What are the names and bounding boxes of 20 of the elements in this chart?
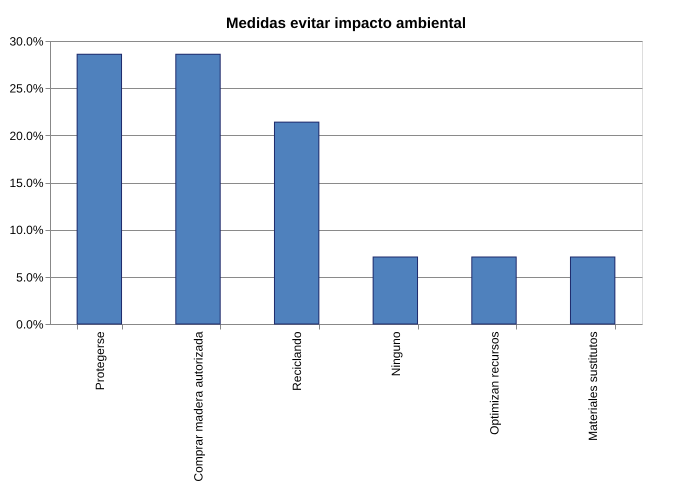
bar [175, 54, 221, 324]
y-tick-label: 10.0% [9, 223, 44, 238]
y-tick-label: 15.0% [9, 176, 44, 190]
bar [471, 256, 517, 324]
y-tick-label: 25.0% [9, 82, 44, 96]
x-tick-label: Protegerse [92, 331, 107, 390]
bar [372, 256, 418, 324]
bar [76, 54, 122, 324]
y-tick-label: 30.0% [9, 34, 44, 48]
y-tick-label: 20.0% [9, 128, 44, 143]
x-tick-label: Reciclando [290, 331, 304, 391]
y-tick-label: 0.0% [16, 318, 44, 332]
bar [274, 122, 320, 324]
x-tick-label: Ninguno [388, 331, 403, 376]
x-tick-label: Comprar madera autorizada [192, 331, 206, 482]
y-tick-label: 5.0% [16, 270, 44, 284]
x-tick-label: Materiales sustitutos [586, 332, 600, 441]
chart-title: Medidas evitar impacto ambiental [226, 15, 466, 32]
bar [570, 256, 616, 324]
x-tick-label: Optimizan recursos [488, 332, 502, 435]
